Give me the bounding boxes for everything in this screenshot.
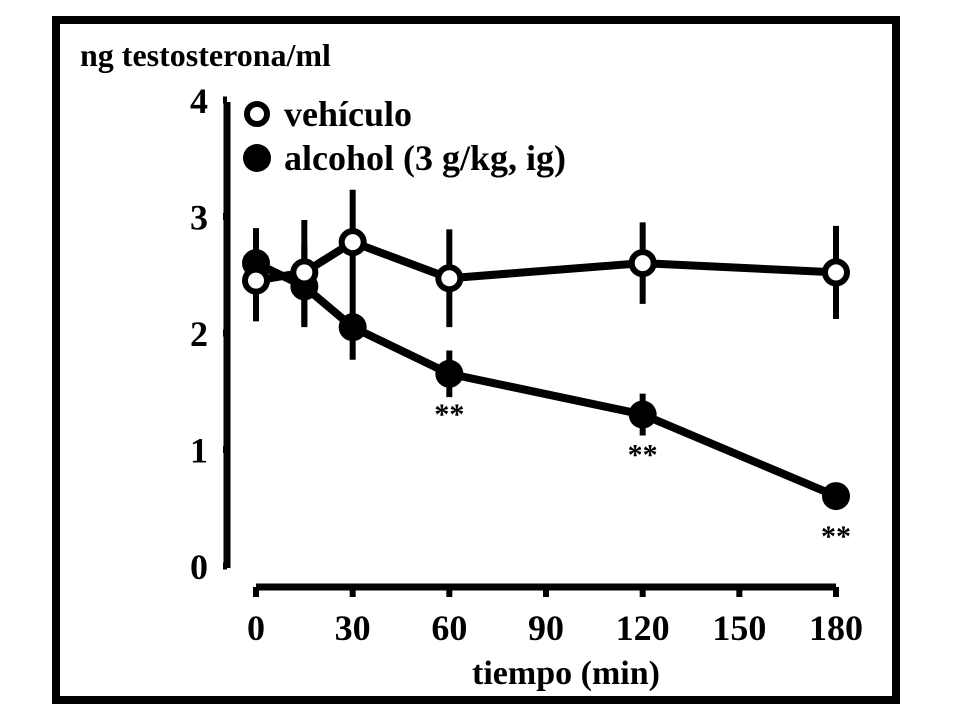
- x-tick-label: 180: [809, 608, 863, 648]
- series-group: [242, 189, 850, 328]
- series-layer: ** ** **: [242, 189, 851, 553]
- data-point: [628, 400, 657, 429]
- legend-marker: [243, 144, 271, 172]
- chart-frame: [52, 16, 900, 704]
- x-axis-label: tiempo (min): [472, 655, 660, 692]
- data-point: [628, 249, 657, 278]
- x-tick-label: 90: [528, 608, 564, 648]
- data-point: [242, 266, 270, 295]
- significance-marker: **: [821, 520, 851, 553]
- legend-label: alcohol (3 g/kg, ig): [284, 138, 566, 178]
- data-point: [338, 228, 367, 257]
- y-axis-label: ng testosterona/ml: [80, 37, 331, 73]
- data-point: [338, 313, 367, 342]
- axes: 0 1 2 3 4 0 30 60 90 120 150 180: [190, 81, 863, 648]
- data-point: [435, 264, 464, 293]
- x-tick-label: 0: [247, 608, 265, 648]
- y-tick-label: 2: [190, 314, 208, 354]
- legend-label: vehículo: [284, 94, 412, 134]
- series-line: [254, 259, 838, 500]
- y-tick-label: 4: [190, 81, 208, 121]
- x-tick-label: 60: [431, 608, 467, 648]
- x-tick-label: 150: [712, 608, 766, 648]
- data-point: [822, 258, 850, 287]
- y-tick-label: 3: [190, 198, 208, 238]
- series-group: ** ** **: [242, 228, 851, 553]
- data-point: [822, 482, 850, 511]
- data-point: [290, 258, 319, 287]
- data-point: [435, 359, 464, 388]
- x-tick-label: 30: [335, 608, 371, 648]
- x-tick-label: 120: [616, 608, 670, 648]
- y-tick-label: 1: [190, 431, 208, 471]
- significance-marker: **: [628, 439, 658, 472]
- y-tick-label: 0: [190, 547, 208, 587]
- legend-marker: [244, 101, 270, 127]
- significance-marker: **: [434, 398, 464, 431]
